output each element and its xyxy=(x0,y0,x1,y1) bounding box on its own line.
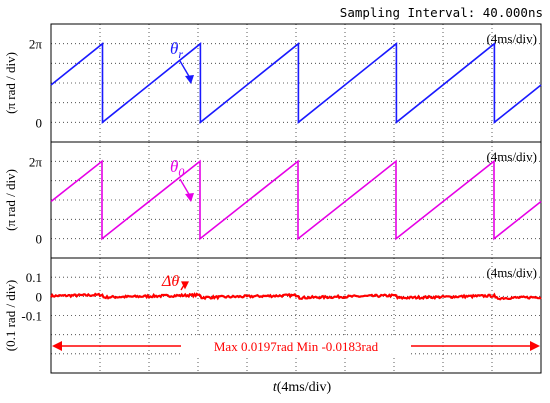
sampling-interval-label: Sampling Interval: 40.000ns xyxy=(340,5,543,20)
theta-r-trace xyxy=(50,42,542,124)
theta-r-arrowhead xyxy=(185,75,194,84)
theta-r-arrow xyxy=(179,60,191,79)
panel-grid xyxy=(51,258,541,373)
y-tick-0: 0 xyxy=(36,289,43,304)
panel-frame xyxy=(50,257,542,374)
theta-0-trace xyxy=(50,159,542,241)
range-arrowhead-left xyxy=(52,341,62,351)
panel-delta-theta: (4ms/div) (0.1 rad / div) 0.1 0 -0.1 Δθ … xyxy=(3,257,542,374)
y-tick-0: 0 xyxy=(36,115,43,130)
y-tick-2pi: 2π xyxy=(29,37,43,52)
theta-0-arrowhead xyxy=(185,193,194,202)
panel-theta-r: (4ms/div) (π rad / div) 2π 0 θr xyxy=(3,23,542,143)
y-axis-label: (π rad / div) xyxy=(3,52,18,114)
theta-0-arrow xyxy=(179,178,191,197)
theta-0-annotation: θ0 xyxy=(170,157,184,179)
range-arrowhead-right xyxy=(530,341,540,351)
panel-grid xyxy=(51,24,541,142)
range-text-bg xyxy=(181,337,411,355)
timebase-label: (4ms/div) xyxy=(486,149,537,164)
y-tick-0: 0 xyxy=(36,232,43,247)
delta-theta-trace xyxy=(50,292,542,301)
timebase-label: (4ms/div) xyxy=(486,31,537,46)
panel-grid xyxy=(51,142,541,258)
panel-theta-0: (4ms/div) (π rad / div) 2π 0 θ0 xyxy=(3,141,542,259)
y-tick-2pi: 2π xyxy=(29,154,43,169)
delta-theta-arrowhead xyxy=(181,281,189,290)
y-axis-label: (0.1 rad / div) xyxy=(3,280,18,351)
delta-theta-annotation: Δθ xyxy=(161,273,179,290)
y-tick-minus-0-1: -0.1 xyxy=(21,309,42,324)
y-axis-label: (π rad / div) xyxy=(3,169,18,231)
range-text: Max 0.0197rad Min -0.0183rad xyxy=(214,339,379,354)
y-tick-0-1: 0.1 xyxy=(26,270,42,285)
timebase-label: (4ms/div) xyxy=(486,265,537,280)
x-axis-label: t(4ms/div) xyxy=(273,380,332,395)
theta-r-annotation: θr xyxy=(170,39,183,61)
